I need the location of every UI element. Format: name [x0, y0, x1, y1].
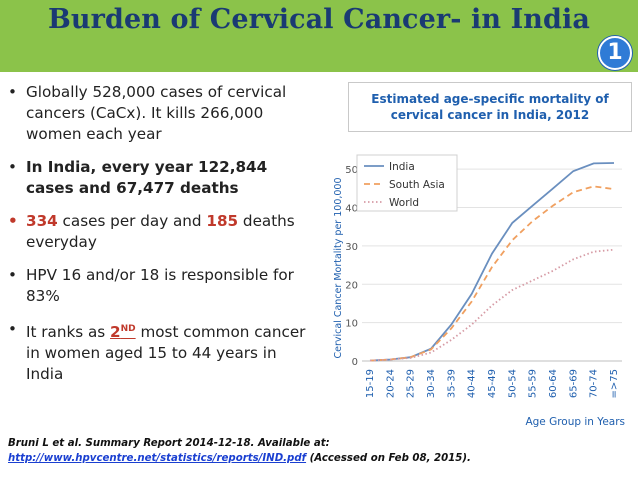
bullet-item: • 334 cases per day and 185 deaths every…: [8, 211, 313, 253]
bullet-dot-icon: •: [8, 266, 17, 284]
chart-axes: 0 10 20 30 40 50 15-19 20-24 25-29 30-34 35-39 40-4…: [345, 165, 622, 398]
legend-label: World: [389, 197, 419, 209]
rank-number: 2: [110, 323, 121, 342]
y-tick-label: 30: [345, 242, 358, 253]
bullet-text-mid: cases per day and: [57, 212, 207, 230]
y-tick-label: 10: [345, 319, 358, 330]
bullet-text: In India, every year 122,844 cases and 6…: [26, 158, 268, 197]
bullet-dot-icon: •: [8, 212, 18, 230]
bullet-item: • In India, every year 122,844 cases and…: [8, 157, 313, 199]
rank-value: 2ND: [110, 323, 136, 341]
legend-label: India: [389, 161, 415, 173]
slide-title: Burden of Cervical Cancer- in India: [48, 4, 590, 35]
x-tick-label: 55-59: [528, 369, 539, 398]
y-tick-label: 0: [352, 357, 358, 368]
bullet-text-post: most common cancer in women aged 15 to 4…: [26, 323, 306, 384]
bullet-dot-icon: •: [8, 83, 17, 101]
y-tick-label: 40: [345, 204, 358, 215]
bullet-text: HPV 16 and/or 18 is responsible for 83%: [26, 266, 294, 305]
x-axis-label: Age Group in Years: [525, 416, 625, 428]
x-tick-label: 25-29: [406, 369, 417, 398]
slide-number-badge: 1: [598, 36, 632, 70]
bullet-text-pre: It ranks as: [26, 323, 111, 342]
x-tick-label: 35-39: [446, 369, 457, 398]
chart-legend: India South Asia World: [356, 154, 458, 212]
y-tick-label: 50: [345, 165, 358, 176]
cases-per-day: 334: [26, 212, 58, 230]
x-tick-label: 15-19: [365, 369, 376, 398]
rank-suffix: ND: [120, 324, 136, 334]
series-line-world: [369, 248, 615, 362]
chart-title: Estimated age-specific mortality of cerv…: [371, 92, 609, 122]
series-line-south-asia: [369, 185, 615, 362]
bullet-text: 334 cases per day and 185 deaths everyda…: [26, 211, 313, 253]
chart-series: [369, 162, 615, 362]
x-tick-label: 50-54: [507, 369, 518, 398]
bullet-text: It ranks as 2ND most common cancer in wo…: [26, 319, 313, 385]
x-tick-label: 65-69: [568, 369, 579, 398]
y-axis-label: Cervical Cancer Mortality per 100,000: [333, 177, 344, 358]
reference-link[interactable]: http://www.hpvcentre.net/statistics/repo…: [8, 453, 307, 464]
x-tick-label: 30-34: [426, 369, 437, 398]
bullet-list: • Globally 528,000 cases of cervical can…: [8, 82, 313, 397]
bullet-dot-icon: •: [8, 158, 17, 176]
bullet-item: • Globally 528,000 cases of cervical can…: [8, 82, 313, 145]
x-tick-label: =>75: [609, 369, 620, 398]
title-bar: [0, 0, 638, 72]
bullet-text-end: deaths everyday: [26, 212, 295, 251]
x-tick-label: 40-44: [467, 369, 478, 398]
bullet-item: • It ranks as 2ND most common cancer in …: [8, 319, 313, 385]
chart-title-box: Estimated age-specific mortality of cerv…: [348, 82, 632, 132]
deaths-per-day: 185: [206, 212, 239, 230]
x-tick-label: 60-64: [548, 369, 559, 398]
x-tick-label: 70-74: [589, 369, 600, 398]
bullet-item: • HPV 16 and/or 18 is responsible for 83…: [8, 265, 313, 307]
legend-box: [356, 154, 458, 212]
bullet-dot-icon: •: [8, 320, 17, 338]
legend-label: South Asia: [389, 179, 445, 191]
x-tick-label: 45-49: [487, 369, 498, 398]
x-tick-label: 20-24: [385, 369, 396, 398]
reference: Bruni L et al. Summary Report 2014-12-18…: [8, 436, 568, 466]
reference-accessed: (Accessed on Feb 08, 2015).: [309, 453, 471, 464]
reference-line1: Bruni L et al. Summary Report 2014-12-18…: [8, 438, 330, 449]
bullet-text: Globally 528,000 cases of cervical cance…: [26, 83, 287, 143]
reference-line2: http://www.hpvcentre.net/statistics/repo…: [8, 451, 568, 466]
y-tick-label: 20: [345, 280, 358, 291]
